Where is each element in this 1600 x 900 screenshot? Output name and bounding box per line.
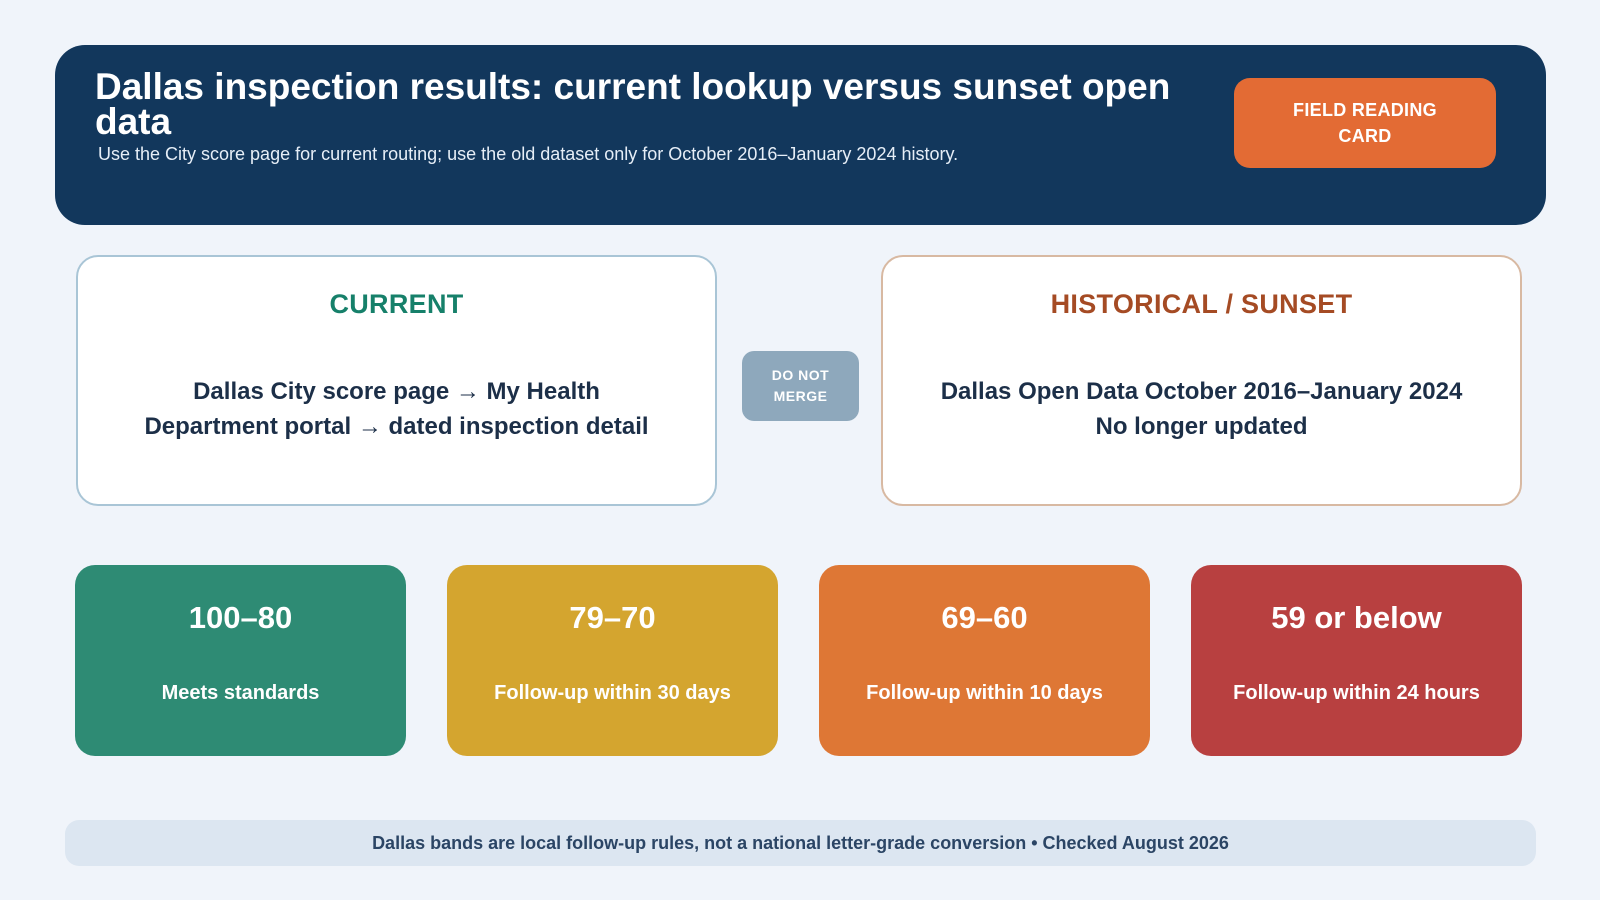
band-range: 69–60 (941, 600, 1028, 635)
page-subtitle: Use the City score page for current rout… (98, 144, 959, 164)
current-description: Dallas City score page → My Health Depar… (98, 374, 695, 444)
field-reading-card-label: FIELD READING CARD (1293, 100, 1437, 146)
band-card-24-hours: 59 or below Follow-up within 24 hours (1191, 565, 1522, 756)
historical-description: Dallas Open Data October 2016–January 20… (903, 374, 1500, 444)
band-range: 79–70 (569, 600, 656, 635)
band-label: Meets standards (161, 682, 320, 704)
do-not-merge-badge: DO NOT MERGE (742, 351, 859, 421)
band-range: 59 or below (1271, 600, 1442, 635)
band-card-meets-standards: 100–80 Meets standards (75, 565, 406, 756)
band-range: 100–80 (188, 600, 293, 635)
band-card-10-days: 69–60 Follow-up within 10 days (819, 565, 1150, 756)
band-label: Follow-up within 10 days (866, 682, 1103, 704)
historical-line-2: No longer updated (1095, 413, 1308, 440)
current-heading: CURRENT (329, 289, 464, 319)
do-not-merge-label: DO NOT MERGE (771, 367, 830, 404)
field-reading-card-button[interactable]: FIELD READING CARD (1234, 78, 1496, 168)
current-line-2: Department portal → dated inspection det… (144, 413, 649, 440)
band-card-30-days: 79–70 Follow-up within 30 days (447, 565, 778, 756)
page-title: Dallas inspection results: current looku… (95, 66, 1171, 142)
current-source-panel: CURRENT Dallas City score page → My Heal… (76, 255, 717, 506)
current-line-1: Dallas City score page → My Health (193, 378, 600, 405)
band-label: Follow-up within 30 days (494, 682, 731, 704)
historical-source-panel: HISTORICAL / SUNSET Dallas Open Data Oct… (881, 255, 1522, 506)
historical-heading: HISTORICAL / SUNSET (1050, 289, 1353, 319)
header-banner: Dallas inspection results: current looku… (55, 45, 1546, 225)
footer-note: Dallas bands are local follow-up rules, … (65, 820, 1536, 866)
historical-line-1: Dallas Open Data October 2016–January 20… (940, 378, 1463, 405)
band-label: Follow-up within 24 hours (1233, 682, 1480, 704)
